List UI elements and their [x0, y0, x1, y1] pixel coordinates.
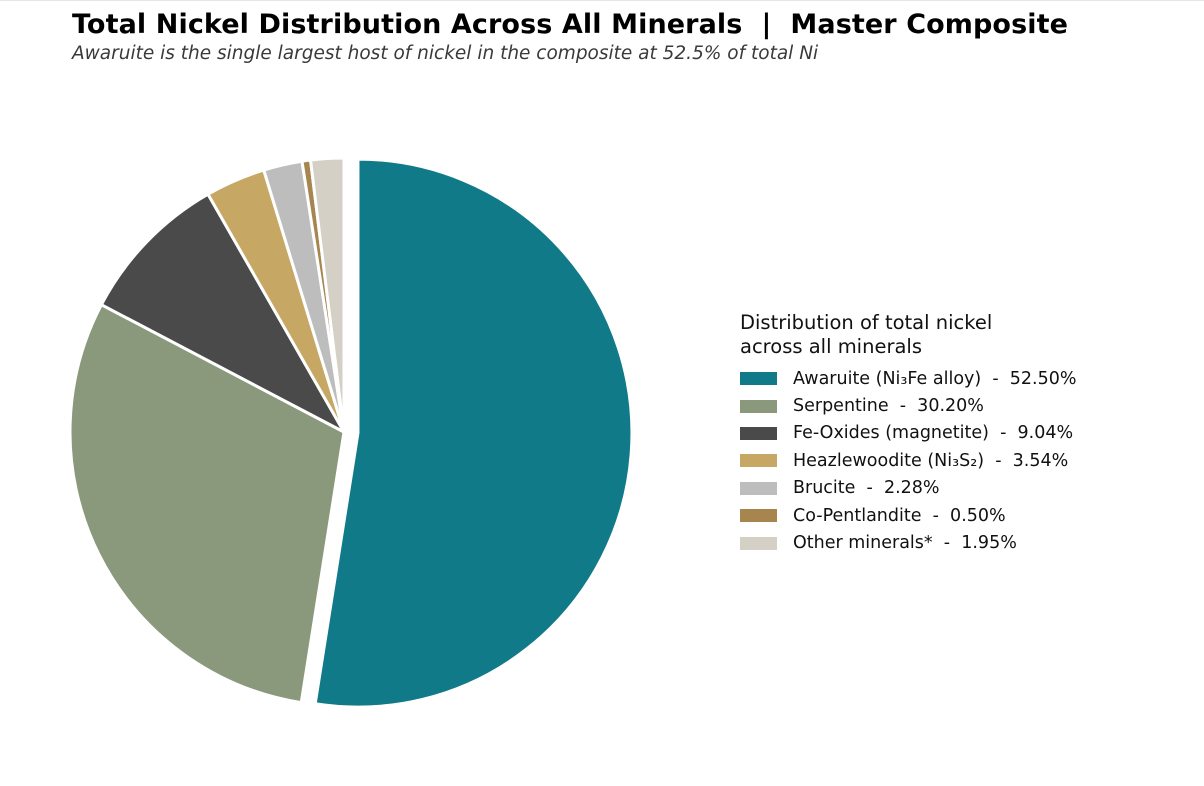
- legend-swatch: [740, 426, 777, 440]
- legend-item-5: Co-Pentlandite - 0.50%: [740, 502, 1077, 529]
- legend-item-4: Brucite - 2.28%: [740, 475, 1077, 502]
- legend-items: Awaruite (Ni₃Fe alloy) - 52.50% Serpentin…: [740, 365, 1077, 557]
- top-rule: [0, 0, 1204, 1]
- legend-swatch: [740, 509, 777, 523]
- legend-label: Awaruite (Ni₃Fe alloy) - 52.50%: [793, 368, 1077, 389]
- pie-slice-1: [68, 303, 346, 705]
- legend-title: Distribution of total nickel across all …: [740, 311, 993, 358]
- legend-item-6: Other minerals* - 1.95%: [740, 529, 1077, 556]
- legend-swatch: [740, 536, 777, 550]
- legend-item-1: Serpentine - 30.20%: [740, 392, 1077, 419]
- pie-slice-0: [313, 157, 634, 709]
- chart-title: Total Nickel Distribution Across All Min…: [72, 9, 1069, 40]
- pie-slice-6: [309, 156, 346, 434]
- legend-swatch: [740, 372, 777, 386]
- legend-item-0: Awaruite (Ni₃Fe alloy) - 52.50%: [740, 365, 1077, 392]
- legend-swatch: [740, 399, 777, 413]
- legend-label: Co-Pentlandite - 0.50%: [793, 505, 1006, 526]
- legend-swatch: [740, 454, 777, 468]
- legend-item-3: Heazlewoodite (Ni₃S₂) - 3.54%: [740, 447, 1077, 474]
- chart-subtitle: Awaruite is the single largest host of n…: [72, 43, 819, 64]
- pie-slice-2: [99, 192, 346, 434]
- legend-label: Other minerals* - 1.95%: [793, 533, 1017, 554]
- legend-label: Brucite - 2.28%: [793, 478, 940, 499]
- legend-label: Fe-Oxides (magnetite) - 9.04%: [793, 423, 1074, 444]
- legend-label: Heazlewoodite (Ni₃S₂) - 3.54%: [793, 450, 1069, 471]
- legend-item-2: Fe-Oxides (magnetite) - 9.04%: [740, 420, 1077, 447]
- legend: Distribution of total nickel across all …: [740, 311, 1077, 557]
- legend-label: Serpentine - 30.20%: [793, 396, 984, 417]
- legend-swatch: [740, 481, 777, 495]
